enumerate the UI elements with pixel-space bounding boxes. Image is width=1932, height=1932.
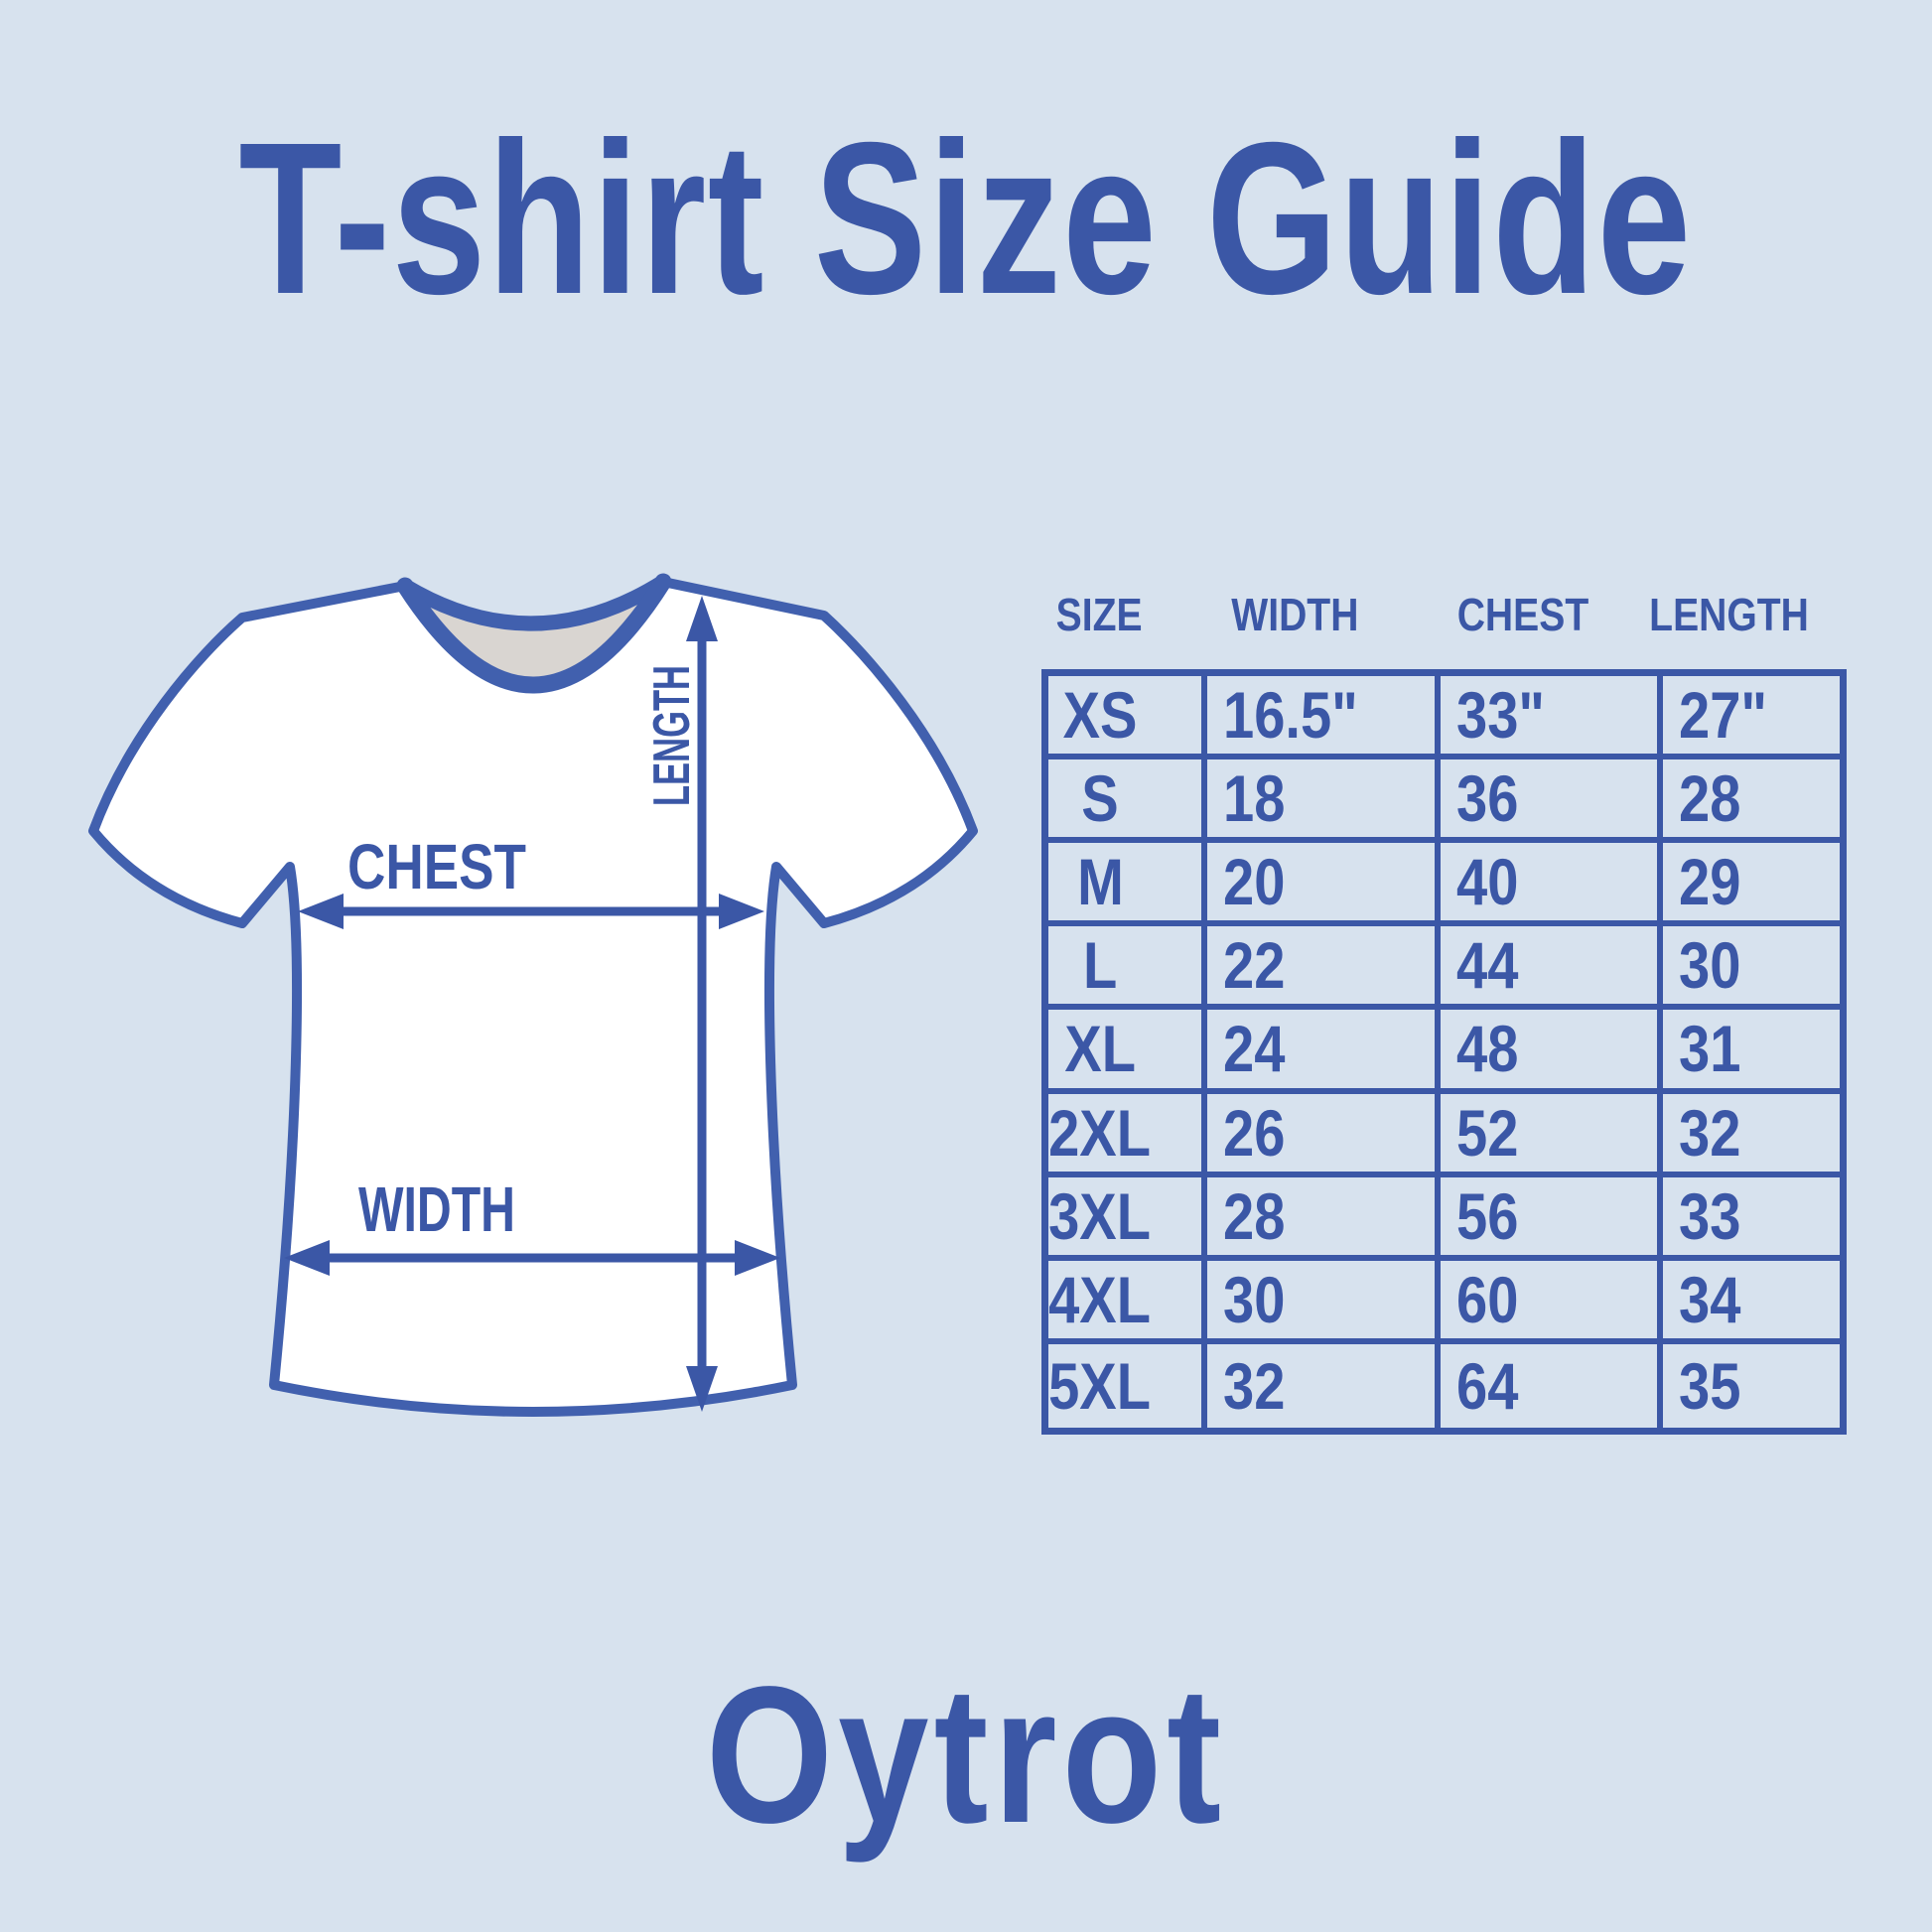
column-header-chest: CHEST bbox=[1456, 589, 1589, 640]
brand-name: Oytrot bbox=[0, 1643, 1932, 1866]
table-cell-length: 31 bbox=[1663, 1010, 1840, 1094]
width-arrow bbox=[284, 1240, 780, 1276]
table-cell-chest: 48 bbox=[1441, 1010, 1663, 1094]
column-header-size: SIZE bbox=[1055, 589, 1143, 640]
table-cell-length: 32 bbox=[1663, 1094, 1840, 1177]
table-cell-length: 29 bbox=[1663, 843, 1840, 927]
table-cell-size: XL bbox=[1048, 1010, 1207, 1094]
table-cell-width: 18 bbox=[1207, 759, 1441, 844]
table-cell-size: 3XL bbox=[1048, 1176, 1207, 1261]
table-cell-chest: 44 bbox=[1441, 926, 1663, 1011]
column-header-length: LENGTH bbox=[1649, 589, 1810, 640]
page-title: T-shirt Size Guide bbox=[0, 95, 1932, 344]
table-cell-size: 5XL bbox=[1048, 1343, 1207, 1428]
chest-arrow bbox=[298, 894, 764, 929]
column-header-width: WIDTH bbox=[1231, 589, 1359, 640]
table-cell-length: 35 bbox=[1679, 1348, 1741, 1423]
chest-label: CHEST bbox=[347, 831, 526, 902]
table-cell-width: 20 bbox=[1207, 843, 1441, 927]
table-cell-length: 30 bbox=[1663, 926, 1840, 1011]
size-table-header: SIZE WIDTH CHEST LENGTH bbox=[1020, 588, 1825, 640]
size-table: XS 16.5" 33" 27" S 18 36 28 M 20 40 29 L… bbox=[1041, 669, 1847, 1435]
table-cell-width: 28 bbox=[1207, 1176, 1441, 1261]
table-cell-length: 28 bbox=[1663, 759, 1840, 844]
table-cell-width: 24 bbox=[1207, 1010, 1441, 1094]
width-label: WIDTH bbox=[358, 1173, 515, 1245]
table-cell-width: 16.5" bbox=[1207, 676, 1441, 760]
table-cell-chest: 40 bbox=[1441, 843, 1663, 927]
table-cell-length: 27" bbox=[1663, 676, 1840, 760]
table-cell-width: 26 bbox=[1207, 1093, 1441, 1177]
table-cell-size: M bbox=[1048, 843, 1207, 927]
table-cell-chest: 33" bbox=[1441, 676, 1663, 760]
table-cell-size: XS bbox=[1048, 676, 1207, 760]
table-cell-length: 34 bbox=[1663, 1261, 1840, 1344]
table-cell-chest: 52 bbox=[1441, 1093, 1663, 1177]
table-cell-size: L bbox=[1048, 926, 1207, 1011]
table-cell-width: 22 bbox=[1207, 926, 1441, 1011]
table-cell-size: S bbox=[1048, 759, 1207, 844]
table-cell-size: 2XL bbox=[1048, 1093, 1207, 1177]
table-cell-chest: 60 bbox=[1441, 1260, 1663, 1344]
brand-name-text: Oytrot bbox=[705, 1646, 1227, 1863]
collar-outer-band bbox=[397, 574, 671, 631]
table-cell-width: 32 bbox=[1207, 1343, 1441, 1428]
table-cell-chest: 56 bbox=[1441, 1176, 1663, 1261]
table-cell-length: 33 bbox=[1663, 1177, 1840, 1261]
tshirt-outline bbox=[88, 577, 978, 1417]
table-cell-chest: 64 bbox=[1441, 1343, 1663, 1428]
table-cell-width: 30 bbox=[1207, 1260, 1441, 1344]
table-cell-chest: 36 bbox=[1441, 759, 1663, 844]
table-cell-size: 4XL bbox=[1048, 1260, 1207, 1344]
page-title-text: T-shirt Size Guide bbox=[238, 98, 1694, 340]
collar-seam-band bbox=[396, 573, 672, 694]
length-label: LENGTH bbox=[643, 665, 701, 806]
